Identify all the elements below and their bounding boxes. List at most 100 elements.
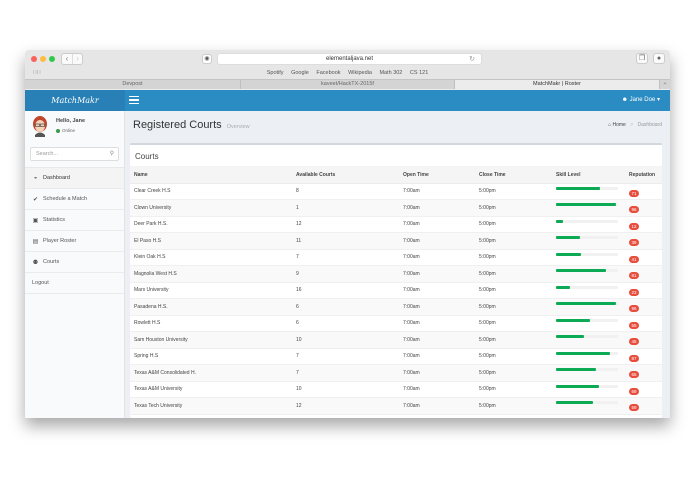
table-row[interactable]: Mars University 16 7:00am 5:00pm 23 — [130, 282, 662, 299]
table-row[interactable]: Deer Park H.S. 12 7:00am 5:00pm 12 — [130, 216, 662, 233]
close-time: 5:00pm — [475, 216, 552, 233]
skill-progress-bar — [556, 368, 618, 372]
tabs-overview-button[interactable]: ❐ — [636, 53, 648, 64]
greeting: Hello, Jane — [56, 118, 86, 124]
table-row[interactable]: Texas A&M Consolidated H. 7 7:00am 5:00p… — [130, 364, 662, 382]
reputation: 96 — [625, 199, 662, 217]
col-name[interactable]: Name — [130, 167, 292, 184]
menu-toggle-icon[interactable] — [129, 96, 139, 104]
open-time: 7:00am — [399, 348, 475, 365]
court-name: Texas A&M Consolidated H. — [130, 364, 292, 382]
courts-box: Courts Name Available Courts Open Time C… — [130, 143, 662, 418]
table-row[interactable]: Clown University 1 7:00am 5:00pm 96 — [130, 199, 662, 217]
bookmark-math302[interactable]: Math 302 — [379, 70, 403, 76]
reputation: 65 — [625, 364, 662, 382]
tab-devpost[interactable]: Devpost — [25, 80, 241, 89]
sidebar-item-player-roster[interactable]: ▤ Player Roster — [25, 231, 124, 252]
user-menu[interactable]: ☻ Jane Doe ▾ — [622, 90, 660, 111]
breadcrumb-separator: > — [630, 122, 634, 128]
sidebar-item-dashboard[interactable]: ◒ Dashboard — [25, 168, 124, 189]
skill-progress-fill — [556, 351, 610, 355]
table-row[interactable]: El Paso H.S 11 7:00am 5:00pm 39 — [130, 232, 662, 250]
bookmark-google[interactable]: Google — [291, 70, 309, 76]
breadcrumb-current: Dashboard — [637, 122, 662, 128]
avatar — [33, 116, 47, 137]
skill-progress-fill — [556, 335, 584, 339]
open-time: 7:00am — [399, 315, 475, 332]
browser-window: ‹ › ◉ elementaljava.net ↻ ❐ ● ∷∷ Spotify… — [25, 50, 670, 418]
open-time: 7:00am — [399, 216, 475, 233]
skill-progress-bar — [556, 269, 618, 273]
search-icon[interactable]: ⚲ — [109, 151, 114, 157]
court-name: Pasadena H.S. — [130, 298, 292, 316]
courts-box-title: Courts — [130, 145, 662, 167]
new-tab-button[interactable]: + — [663, 81, 667, 87]
zoom-window-button[interactable] — [49, 56, 55, 62]
table-row[interactable]: Sam Houston University 10 7:00am 5:00pm … — [130, 331, 662, 349]
reputation-badge: 65 — [629, 371, 639, 379]
skill-progress-fill — [556, 186, 601, 190]
breadcrumb: ⌂ Home > Dashboard — [608, 122, 662, 128]
close-window-button[interactable] — [31, 56, 37, 62]
skill-level — [552, 249, 625, 266]
col-skill-level[interactable]: Skill Level — [552, 167, 625, 184]
minimize-window-button[interactable] — [40, 56, 46, 62]
skill-level — [552, 381, 625, 398]
table-row[interactable]: Texas Tech University 12 7:00am 5:00pm 5… — [130, 397, 662, 415]
history-nav: ‹ › — [61, 53, 83, 65]
bookmark-spotify[interactable]: Spotify — [266, 70, 284, 76]
skill-level — [552, 216, 625, 233]
table-row[interactable]: Magnolia West H.S 9 7:00am 5:00pm 81 — [130, 265, 662, 283]
forward-button[interactable]: › — [72, 54, 82, 64]
court-name: Rowlett H.S — [130, 315, 292, 332]
downloads-button[interactable]: ● — [653, 53, 665, 64]
bookmark-wikipedia[interactable]: Wikipedia — [348, 70, 372, 76]
skill-level — [552, 282, 625, 299]
sidebar-search-input[interactable]: Search... ⚲ — [30, 147, 119, 161]
table-row[interactable]: Rowlett H.S 6 7:00am 5:00pm 55 — [130, 315, 662, 332]
open-time: 7:00am — [399, 298, 475, 316]
reputation-badge: 41 — [629, 255, 639, 263]
court-name: Klein Oak H.S — [130, 249, 292, 266]
url-text: elementaljava.net — [325, 56, 374, 62]
back-button[interactable]: ‹ — [65, 54, 69, 63]
tab-matchmakr[interactable]: MatchMakr | Roster — [455, 80, 660, 89]
available-courts: 12 — [292, 216, 399, 233]
court-name: Clown University — [130, 199, 292, 217]
skill-progress-bar — [556, 351, 618, 355]
table-row[interactable]: Texas A&M University 10 7:00am 5:00pm 69 — [130, 381, 662, 398]
col-close-time[interactable]: Close Time — [475, 167, 552, 184]
court-name: Mars University — [130, 282, 292, 299]
table-row[interactable]: Klein Oak H.S 7 7:00am 5:00pm 41 — [130, 249, 662, 266]
bookmark-cs121[interactable]: CS 121 — [409, 70, 429, 76]
sidebar-item-courts[interactable]: ⚉ Courts — [25, 252, 124, 273]
table-row[interactable]: Spring H.S 7 7:00am 5:00pm 87 — [130, 348, 662, 365]
sidebar-item-logout[interactable]: Logout — [25, 273, 124, 294]
table-row[interactable]: Clear Creek H.S 8 7:00am 5:00pm 71 — [130, 183, 662, 200]
close-time: 5:00pm — [475, 282, 552, 299]
reload-icon[interactable]: ↻ — [469, 56, 475, 63]
breadcrumb-home[interactable]: Home — [612, 122, 626, 128]
table-row[interactable]: Pasadena H.S. 6 7:00am 5:00pm 96 — [130, 298, 662, 316]
skill-progress-fill — [556, 236, 581, 240]
reputation-badge: 81 — [629, 272, 639, 280]
reputation-badge: 59 — [629, 404, 639, 412]
col-available-courts[interactable]: Available Courts — [292, 167, 399, 184]
content-header: Registered Courts Overview ⌂ Home > Dash… — [125, 111, 670, 138]
sidebar-item-statistics[interactable]: ▣ Statistics — [25, 210, 124, 231]
privacy-icon[interactable]: ◉ — [202, 54, 212, 64]
skill-level — [552, 348, 625, 365]
bookmark-facebook[interactable]: Facebook — [316, 70, 341, 76]
col-open-time[interactable]: Open Time — [399, 167, 475, 184]
skill-level — [552, 232, 625, 250]
skill-progress-bar — [556, 203, 618, 207]
address-bar[interactable]: elementaljava.net ↻ — [217, 53, 482, 65]
available-courts: 6 — [292, 315, 399, 332]
reputation: 71 — [625, 183, 662, 200]
sidebar-item-schedule-match[interactable]: ✔ Schedule a Match — [25, 189, 124, 210]
col-reputation[interactable]: Reputation — [625, 167, 662, 184]
app-logo[interactable]: MatchMakr — [25, 90, 125, 111]
top-sites-icon[interactable]: ∷∷ — [33, 70, 41, 76]
tab-hacktx[interactable]: kaveet/HackTX-2015f — [241, 80, 455, 89]
available-courts: 7 — [292, 348, 399, 365]
